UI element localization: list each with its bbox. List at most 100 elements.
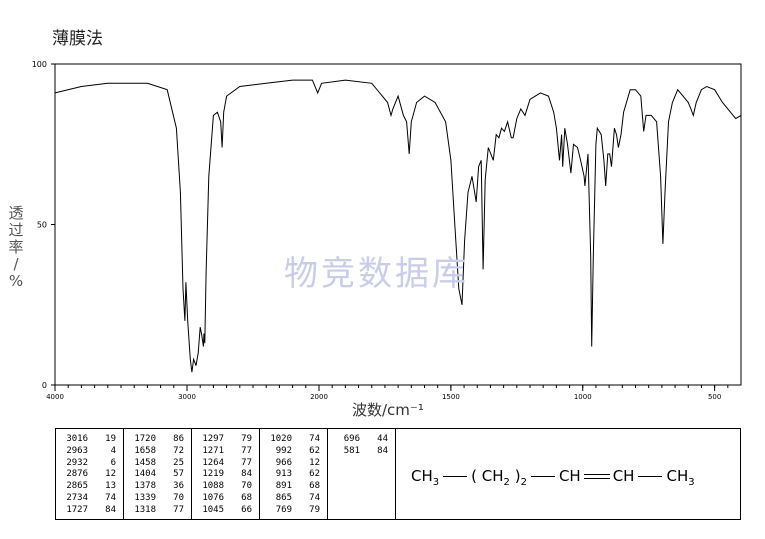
peak-row: 966 12 (262, 457, 326, 469)
peak-wavenumber: 1297 (202, 434, 224, 444)
peak-row: 696 44 (330, 433, 394, 445)
peak-wavenumber: 891 (275, 481, 292, 492)
peak-wavenumber: 1076 (202, 493, 224, 503)
formula-ch3-left: CH (411, 467, 433, 485)
peak-transmittance: 62 (309, 445, 320, 456)
peak-wavenumber: 769 (275, 504, 292, 515)
peak-transmittance: 84 (241, 469, 252, 480)
peak-transmittance: 68 (241, 493, 252, 503)
peak-wavenumber: 1271 (202, 445, 224, 456)
formula-sub-2: 2 (503, 477, 510, 488)
formula-repeat-count: 2 (520, 477, 527, 488)
peak-wavenumber: 1720 (134, 434, 156, 444)
peak-column: 1720 86 1658 72 1458 25 1404 57 1378 36 1339 70 1318… (124, 429, 192, 519)
x-tick-label: 1500 (442, 393, 460, 401)
y-axis-label-char: 率 (8, 238, 24, 256)
peak-transmittance: 77 (241, 445, 252, 456)
peak-wavenumber: 1219 (202, 469, 224, 480)
peak-transmittance: 74 (105, 493, 116, 503)
peak-transmittance: 84 (377, 445, 388, 456)
peak-transmittance: 13 (105, 481, 116, 492)
x-tick-label: 3000 (178, 393, 196, 401)
peak-row: 865 74 (262, 492, 326, 504)
peak-column: 696 44 581 84 (328, 429, 396, 519)
peak-transmittance: 36 (173, 481, 184, 492)
formula-ch3-right: CH (666, 467, 689, 485)
peak-transmittance: 74 (309, 493, 320, 503)
peak-row: 1727 84 (58, 504, 122, 516)
peak-row: 581 84 (330, 445, 394, 457)
formula-bond-2 (530, 476, 555, 477)
peak-transmittance: 6 (110, 457, 116, 468)
peak-row: 2963 4 (58, 445, 122, 457)
peak-wavenumber: 992 (275, 445, 292, 456)
peak-wavenumber: 1658 (134, 445, 156, 456)
peak-row: 769 79 (262, 504, 326, 516)
structural-formula: CH3( CH2 )2 CH CH CH3 (411, 467, 695, 488)
y-axis-label-char: % (8, 272, 24, 290)
peak-wavenumber: 1378 (134, 481, 156, 492)
peak-transmittance: 72 (173, 445, 184, 456)
peak-transmittance: 68 (309, 481, 320, 492)
page-title: 薄膜法 (52, 29, 103, 49)
peak-transmittance: 12 (309, 457, 320, 468)
x-tick-label: 500 (708, 393, 721, 401)
peak-row: 1020 74 (262, 433, 326, 445)
formula-paren-close: ) (514, 467, 521, 485)
peak-row: 1720 86 (126, 433, 190, 445)
plot-frame (54, 63, 742, 386)
peak-wavenumber: 913 (275, 469, 292, 480)
peak-row: 3016 19 (58, 433, 122, 445)
peak-row: 1219 84 (194, 468, 258, 480)
peak-row: 2876 12 (58, 468, 122, 480)
y-axis-label: 透过率 /% (6, 205, 26, 290)
peak-transmittance: 86 (173, 434, 184, 444)
formula-sub-3-left: 3 (432, 477, 440, 488)
x-tick-label: 2000 (310, 393, 328, 401)
peak-transmittance: 70 (173, 493, 184, 503)
formula-bond-3 (638, 476, 663, 477)
peak-row: 1658 72 (126, 445, 190, 457)
peak-wavenumber: 865 (275, 493, 292, 503)
peak-column: 1297 79 1271 77 1264 77 1219 84 1088 70 1076 68 1045… (192, 429, 260, 519)
y-tick-label: 100 (32, 60, 47, 69)
peak-row: 1378 36 (126, 480, 190, 492)
peak-column: 1020 74 992 62 966 12 913 62 891 68 865 74 769 79 (260, 429, 328, 519)
peak-transmittance: 70 (241, 481, 252, 492)
peak-transmittance: 66 (241, 504, 252, 515)
peak-table: 3016 19 2963 4 2932 6 2876 12 2865 13 2734 74 1727 84… (55, 428, 741, 520)
peak-transmittance: 84 (105, 504, 116, 515)
x-tick-label: 1000 (574, 393, 592, 401)
peak-wavenumber: 1404 (134, 469, 156, 480)
peak-transmittance: 57 (173, 469, 184, 480)
peak-wavenumber: 1458 (134, 457, 156, 468)
peak-transmittance: 77 (241, 457, 252, 468)
peak-row: 1318 77 (126, 504, 190, 516)
peak-wavenumber: 696 (343, 434, 360, 444)
y-tick-label: 50 (37, 221, 47, 230)
peak-row: 2932 6 (58, 457, 122, 469)
peak-transmittance: 44 (377, 434, 388, 444)
peak-row: 1271 77 (194, 445, 258, 457)
watermark-text: 物竞数据库 (284, 254, 469, 294)
peak-wavenumber: 2865 (66, 481, 88, 492)
peak-row: 1458 25 (126, 457, 190, 469)
formula-sub-3-right: 3 (688, 477, 695, 488)
peak-transmittance: 62 (309, 469, 320, 480)
formula-ch-b: CH (612, 467, 635, 485)
peak-wavenumber: 3016 (66, 434, 88, 444)
peak-transmittance: 25 (173, 457, 184, 468)
peak-wavenumber: 1045 (202, 504, 224, 515)
peak-row: 1264 77 (194, 457, 258, 469)
peak-transmittance: 4 (110, 445, 116, 456)
peak-wavenumber: 2734 (66, 493, 88, 503)
formula-ch-a: CH (558, 467, 581, 485)
peak-wavenumber: 1020 (270, 434, 292, 444)
peak-row: 1076 68 (194, 492, 258, 504)
peak-row: 1339 70 (126, 492, 190, 504)
peak-wavenumber: 2963 (66, 445, 88, 456)
peak-wavenumber: 1264 (202, 457, 224, 468)
peak-transmittance: 12 (105, 469, 116, 480)
x-tick-label: 4000 (46, 393, 64, 401)
